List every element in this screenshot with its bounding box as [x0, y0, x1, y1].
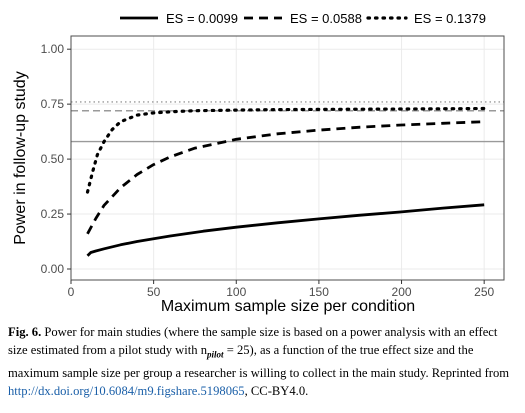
caption-label: Fig. 6.: [8, 325, 42, 339]
caption-text-3: , CC-BY4.0.: [244, 383, 309, 398]
series-line-2: [85, 106, 486, 194]
x-tick-label-5: 250: [474, 285, 494, 299]
plot-border: [70, 35, 505, 281]
x-axis-title: Maximum sample size per condition: [161, 298, 415, 315]
caption-text-1: Power for main studies (where the sample…: [8, 325, 498, 357]
asymptote-lines: [71, 101, 504, 143]
series-line-1: [86, 120, 485, 235]
legend: ES = 0.0099 ES = 0.0588 ES = 0.1379: [120, 11, 486, 26]
y-tick-label-4: 1.00: [41, 42, 65, 56]
y-axis-ticks: 0.00 0.25 0.50 0.75 1.00: [41, 42, 71, 276]
x-tick-label-3: 150: [309, 285, 329, 299]
legend-label-0: ES = 0.0099: [166, 11, 238, 26]
caption-text-2: = 25), as a function of the true effect …: [8, 343, 510, 380]
y-tick-label-2: 0.50: [41, 152, 65, 166]
x-axis-ticks: 0 50 100 150 200 250: [68, 280, 494, 299]
caption-link[interactable]: http://dx.doi.org/10.6084/m9.figshare.51…: [8, 383, 245, 398]
plot-panel: [71, 36, 504, 280]
legend-label-2: ES = 0.1379: [414, 11, 486, 26]
grid: [70, 36, 504, 280]
caption-subscript: pilot: [207, 349, 224, 360]
y-tick-label-1: 0.25: [41, 207, 65, 221]
y-tick-label-0: 0.00: [41, 262, 65, 276]
x-tick-label-4: 200: [392, 285, 412, 299]
x-tick-label-1: 50: [147, 285, 161, 299]
y-tick-label-3: 0.75: [41, 97, 65, 111]
power-chart: 0 50 100 150 200 250 0.00 0.25 0.50 0.75 1.00 Max…: [12, 11, 505, 315]
series-line-0: [86, 203, 485, 257]
series-lines: [85, 106, 486, 257]
y-axis-title: Power in follow-up study: [12, 71, 29, 244]
x-tick-label-2: 100: [226, 285, 246, 299]
x-tick-label-0: 0: [68, 285, 75, 299]
legend-label-1: ES = 0.0588: [290, 11, 362, 26]
figure-caption: Fig. 6. Power for main studies (where th…: [8, 323, 520, 400]
